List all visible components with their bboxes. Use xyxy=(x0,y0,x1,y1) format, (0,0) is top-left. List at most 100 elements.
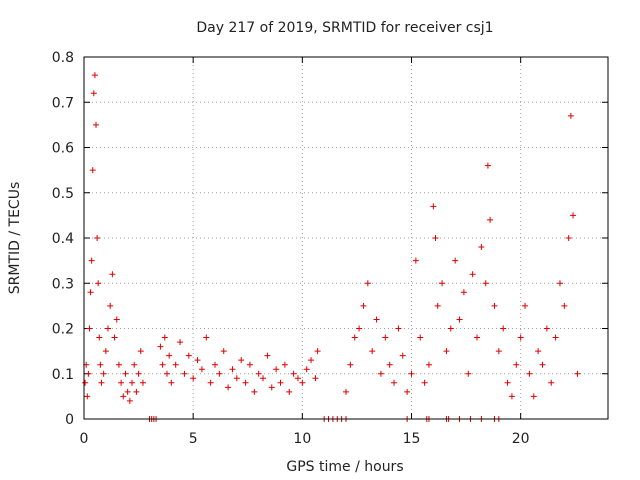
data-point xyxy=(395,325,402,332)
data-point xyxy=(535,348,542,355)
data-point xyxy=(111,334,118,341)
data-point xyxy=(246,361,253,368)
data-point xyxy=(115,361,122,368)
data-point xyxy=(88,257,95,264)
data-point xyxy=(565,235,572,241)
data-point xyxy=(94,235,101,241)
data-point xyxy=(172,361,179,368)
plot-frame xyxy=(83,56,609,420)
data-point xyxy=(91,72,98,79)
data-point xyxy=(161,334,168,341)
data-point xyxy=(87,289,94,296)
data-point xyxy=(530,393,537,400)
data-point xyxy=(369,348,376,355)
data-point xyxy=(314,348,321,355)
y-tick-label: 0.8 xyxy=(52,50,74,66)
data-point xyxy=(474,334,480,341)
x-tick-label: 10 xyxy=(293,431,311,447)
data-point xyxy=(85,370,92,377)
data-point xyxy=(220,348,227,355)
data-point xyxy=(443,348,450,355)
data-point xyxy=(168,379,175,386)
data-point xyxy=(484,162,491,169)
data-point xyxy=(417,334,424,341)
data-point xyxy=(377,370,384,377)
data-point xyxy=(113,316,120,323)
data-point xyxy=(526,370,533,377)
axis-ticks: 0 0.1 0.2 0.3 0.4 0.5 0.6 0.7 0.8 0 5 10 15 20 xyxy=(52,50,608,447)
data-point xyxy=(129,379,136,386)
data-point xyxy=(281,361,288,368)
y-tick-label: 0.1 xyxy=(52,367,74,383)
data-point xyxy=(504,379,511,386)
data-point xyxy=(482,280,489,287)
data-point xyxy=(487,216,494,223)
data-point xyxy=(347,361,354,368)
data-point xyxy=(434,302,441,309)
data-point xyxy=(260,375,267,382)
data-point xyxy=(430,203,437,210)
data-point xyxy=(382,334,389,341)
data-point xyxy=(432,235,439,241)
grid-lines xyxy=(84,57,608,419)
data-point xyxy=(86,325,93,332)
data-point xyxy=(166,352,173,359)
data-point xyxy=(508,393,515,400)
data-point xyxy=(216,370,223,377)
data-point xyxy=(356,325,363,332)
data-point xyxy=(290,370,297,377)
data-point xyxy=(543,325,550,332)
chart-title: Day 217 of 2019, SRMTID for receiver csj… xyxy=(196,20,493,36)
data-point xyxy=(456,316,463,323)
data-point xyxy=(360,302,367,309)
data-point xyxy=(212,361,218,368)
data-point xyxy=(102,348,109,355)
data-point xyxy=(312,375,319,382)
data-point xyxy=(255,370,262,377)
data-point xyxy=(194,357,201,364)
x-tick-label: 0 xyxy=(80,431,89,447)
data-point xyxy=(500,325,507,332)
data-point xyxy=(190,375,197,382)
data-point xyxy=(570,212,577,219)
data-point xyxy=(107,302,114,309)
data-point xyxy=(574,370,581,377)
data-point xyxy=(552,334,559,341)
data-point xyxy=(491,302,498,309)
y-tick-label: 0.7 xyxy=(52,95,74,111)
x-tick-label: 20 xyxy=(512,431,530,447)
data-point xyxy=(157,343,164,350)
data-point xyxy=(286,388,293,395)
data-point xyxy=(198,366,205,373)
x-axis-label: GPS time / hours xyxy=(286,459,403,475)
y-tick-label: 0.5 xyxy=(52,186,74,202)
y-tick-label: 0 xyxy=(65,412,74,428)
data-point xyxy=(556,280,563,287)
data-point xyxy=(421,379,428,386)
data-point xyxy=(97,361,104,368)
data-point xyxy=(412,257,419,264)
data-point xyxy=(185,352,192,359)
data-point xyxy=(233,375,240,382)
data-point xyxy=(100,370,107,377)
data-point xyxy=(177,339,184,346)
data-point xyxy=(84,393,91,400)
data-point xyxy=(351,334,358,341)
data-point xyxy=(561,302,568,309)
data-point xyxy=(439,280,446,287)
data-point xyxy=(118,379,125,386)
data-point xyxy=(268,384,275,391)
data-point xyxy=(82,379,89,386)
data-point xyxy=(303,366,310,373)
data-point xyxy=(159,361,166,368)
data-point xyxy=(139,379,146,386)
data-point xyxy=(163,370,170,377)
y-tick-label: 0.2 xyxy=(52,322,74,338)
data-point xyxy=(548,379,555,386)
data-point xyxy=(137,348,144,355)
data-point xyxy=(105,325,112,332)
data-point xyxy=(408,370,415,377)
data-point xyxy=(124,388,131,395)
data-point xyxy=(539,361,546,368)
data-point xyxy=(264,352,271,359)
